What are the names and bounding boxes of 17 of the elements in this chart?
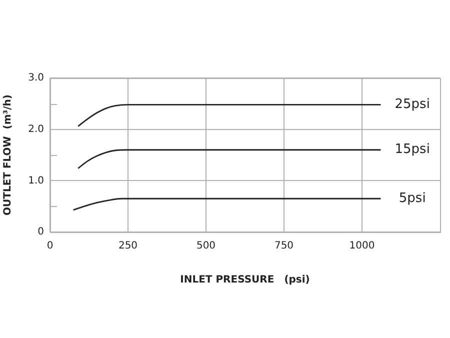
y-tick-label: 1.0: [28, 175, 44, 186]
y-axis-title: OUTLET FLOW (m³/h): [2, 94, 14, 216]
y-tick-label: 2.0: [28, 124, 44, 135]
line-series: [77, 104, 382, 127]
x-tick-label: 0: [46, 240, 54, 252]
line-series: [72, 198, 382, 211]
y-tick-label: 0: [38, 226, 44, 238]
x-axis-title: INLET PRESSURE (psi): [180, 274, 310, 286]
x-tick-label: 500: [196, 240, 216, 252]
y-tick-label: 3.0: [28, 72, 44, 84]
series-label: 5psi: [398, 191, 426, 206]
series-label: 25psi: [394, 97, 430, 112]
line-series: [77, 149, 382, 170]
x-tick-label: 250: [118, 240, 138, 252]
x-tick-label: 750: [274, 240, 294, 252]
series-label: 15psi: [394, 142, 430, 158]
x-tick-label: 1000: [349, 240, 375, 252]
